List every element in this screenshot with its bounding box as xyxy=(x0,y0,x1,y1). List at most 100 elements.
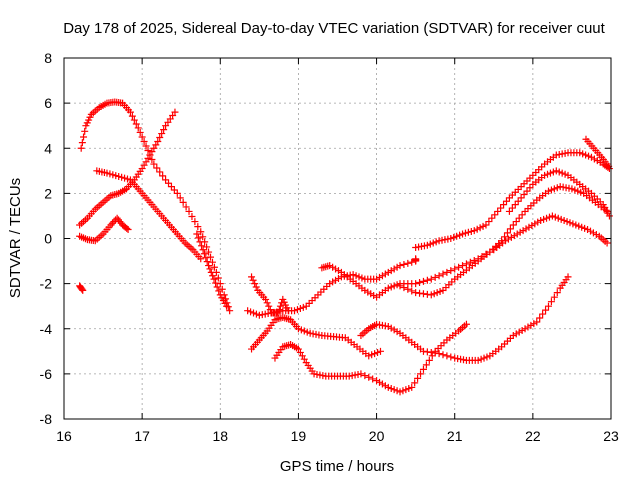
data-point xyxy=(604,163,612,171)
data-point xyxy=(451,265,459,273)
data-point xyxy=(205,262,213,270)
chart-title: Day 178 of 2025, Sidereal Day-to-day VTE… xyxy=(63,20,605,37)
data-point xyxy=(128,112,136,120)
data-point xyxy=(462,260,470,268)
y-tick-label: 0 xyxy=(44,231,52,247)
data-point xyxy=(547,298,555,306)
data-point xyxy=(396,282,404,290)
y-tick-label: 4 xyxy=(44,140,52,156)
data-point xyxy=(156,134,164,142)
data-point xyxy=(443,352,451,360)
y-tick-label: -4 xyxy=(40,321,53,337)
data-point xyxy=(126,108,134,116)
data-point xyxy=(194,223,202,231)
data-point xyxy=(419,277,427,285)
data-point xyxy=(550,293,558,301)
data-point xyxy=(110,218,118,226)
x-tick-label: 21 xyxy=(447,428,463,444)
data-point xyxy=(214,274,222,282)
data-point xyxy=(176,194,184,202)
data-point xyxy=(439,351,447,359)
data-point xyxy=(203,258,211,266)
data-point xyxy=(411,379,419,387)
data-point xyxy=(414,374,422,382)
data-point xyxy=(158,130,166,138)
data-point xyxy=(179,198,187,206)
data-point xyxy=(462,320,470,328)
x-tick-label: 16 xyxy=(56,428,72,444)
x-axis-label: GPS time / hours xyxy=(280,458,394,475)
data-point xyxy=(276,302,284,310)
data-point xyxy=(144,147,152,155)
series-arc-k xyxy=(505,167,613,220)
y-tick-label: -2 xyxy=(40,276,53,292)
data-point xyxy=(173,189,181,197)
plot-frame xyxy=(63,57,612,420)
series-arc-h xyxy=(318,212,611,301)
data-point xyxy=(132,120,140,128)
data-point xyxy=(266,306,274,314)
series-arc-m xyxy=(248,273,292,317)
data-point xyxy=(124,225,132,233)
data-point xyxy=(218,285,226,293)
data-point xyxy=(210,263,218,271)
data-point xyxy=(396,262,404,270)
y-tick-label: 2 xyxy=(44,185,52,201)
x-tick-label: 19 xyxy=(291,428,307,444)
y-axis-label: SDTVAR / TECUs xyxy=(7,178,24,298)
data-point xyxy=(408,258,416,266)
data-point xyxy=(78,139,86,147)
data-point xyxy=(412,255,420,263)
x-tick-label: 18 xyxy=(212,428,228,444)
data-point xyxy=(159,172,167,180)
data-point xyxy=(209,272,217,280)
data-point xyxy=(210,275,218,283)
data-point xyxy=(81,127,89,135)
y-tick-label: 8 xyxy=(44,50,52,66)
data-point xyxy=(212,279,220,287)
data-point xyxy=(226,307,234,315)
y-tick-label: 6 xyxy=(44,95,52,111)
data-point xyxy=(150,160,158,168)
axis-ticks: 16 17 18 19 20 21 22 23 -8 -6 -4 -2 0 2 4 6 8 xyxy=(40,50,619,444)
x-tick-label: 20 xyxy=(369,428,385,444)
data-point xyxy=(553,289,561,297)
data-point xyxy=(185,207,193,215)
data-point xyxy=(191,218,199,226)
data-point xyxy=(262,295,270,303)
data-point xyxy=(156,168,164,176)
data-point xyxy=(123,224,131,232)
data-point xyxy=(422,361,430,369)
data-point xyxy=(249,276,257,284)
data-point xyxy=(80,133,88,141)
data-point xyxy=(447,353,455,361)
data-point xyxy=(428,352,436,360)
series-arc-f xyxy=(193,230,231,310)
series-arc-o xyxy=(357,273,572,364)
series-arc-p xyxy=(271,320,470,396)
data-point xyxy=(425,356,433,364)
data-point xyxy=(435,350,443,358)
data-point xyxy=(506,225,514,233)
data-point xyxy=(265,302,273,310)
data-point xyxy=(498,237,506,245)
series-arc-e xyxy=(76,282,87,294)
data-marks xyxy=(76,98,613,396)
data-point xyxy=(419,365,427,373)
data-point xyxy=(369,375,377,383)
data-point xyxy=(160,126,168,134)
data-point xyxy=(213,283,221,291)
data-point xyxy=(539,310,547,318)
data-point xyxy=(197,228,205,236)
x-tick-label: 22 xyxy=(525,428,541,444)
data-point xyxy=(251,280,259,288)
data-point xyxy=(501,233,509,241)
data-point xyxy=(443,268,451,276)
series-arc-n xyxy=(248,313,384,360)
data-point xyxy=(361,372,369,380)
data-point xyxy=(108,219,116,227)
data-point xyxy=(77,144,85,152)
data-point xyxy=(416,278,424,286)
data-point xyxy=(439,270,447,278)
